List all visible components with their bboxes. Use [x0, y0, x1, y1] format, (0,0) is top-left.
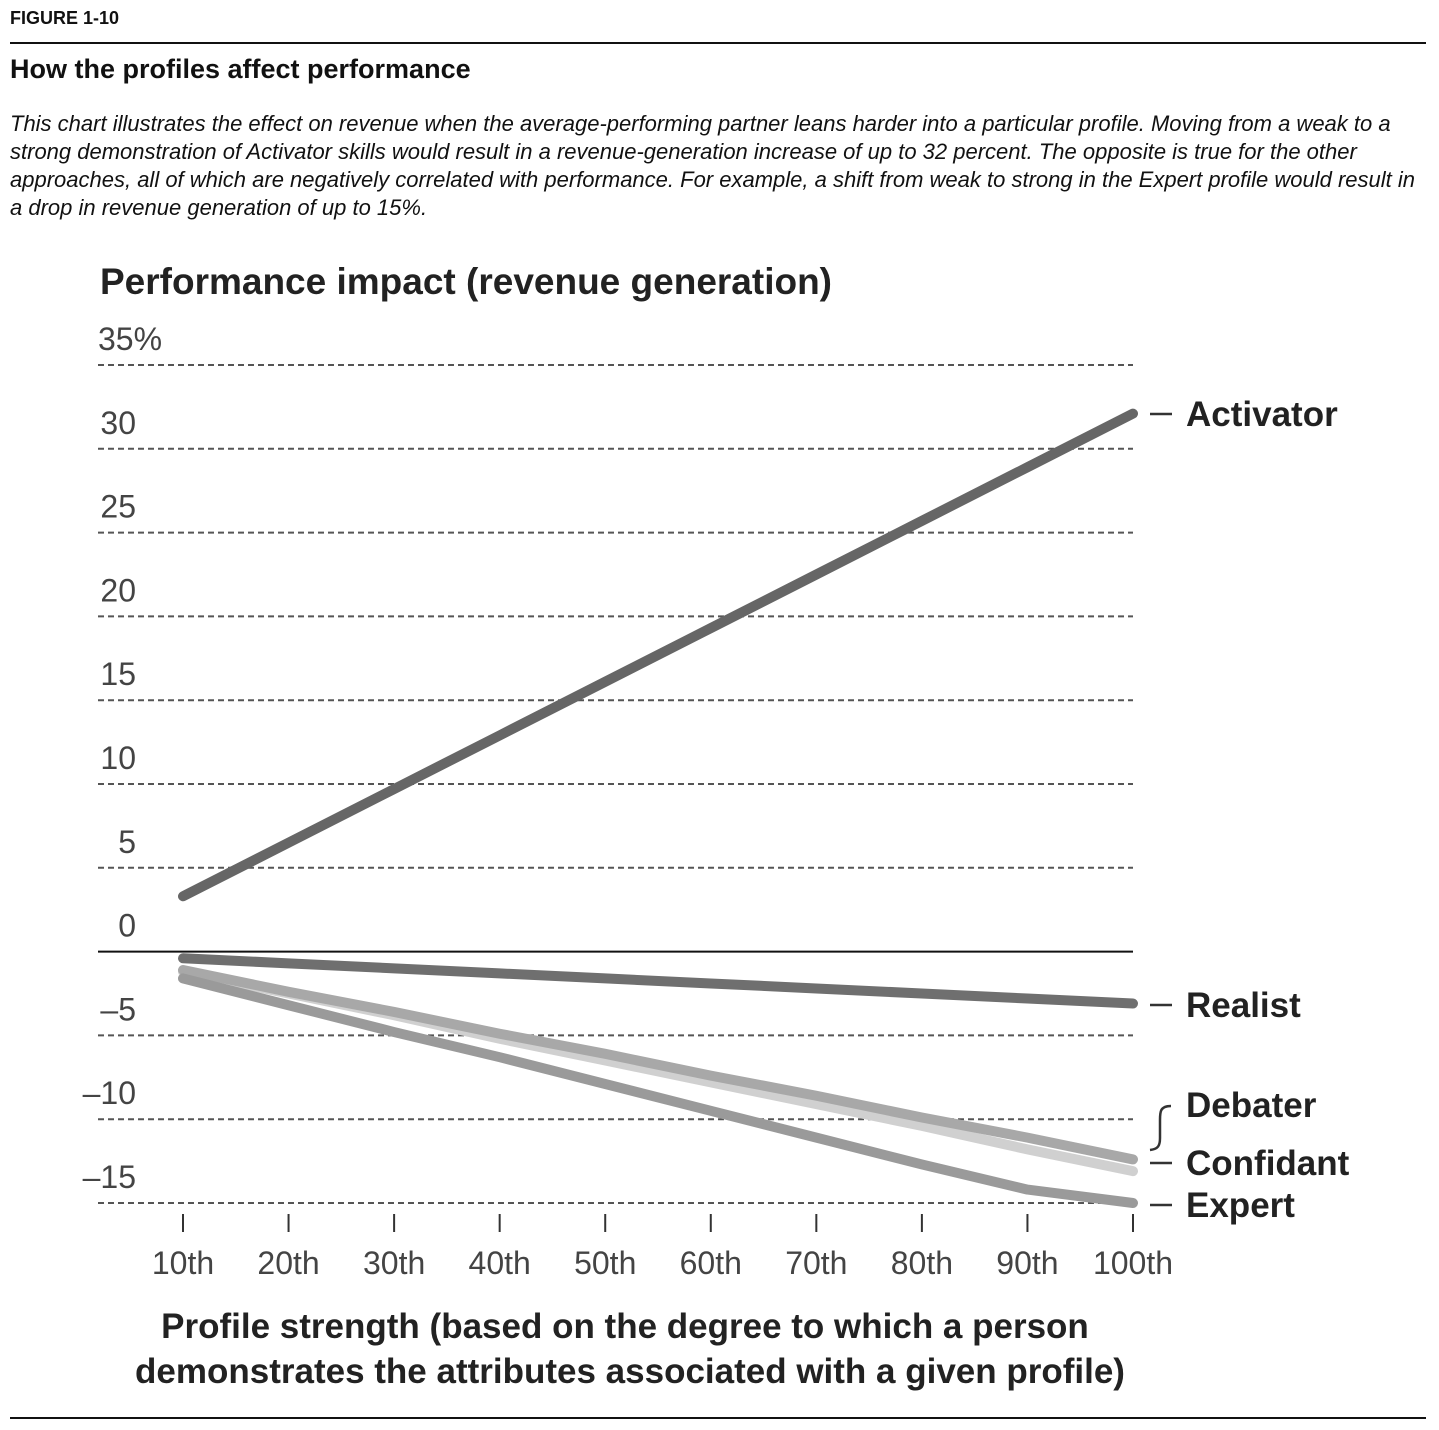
x-tick-label: 60th: [680, 1245, 742, 1281]
figure-title: How the profiles affect performance: [10, 54, 471, 84]
x-tick-label: 40th: [469, 1245, 531, 1281]
y-tick-label: 10: [100, 740, 136, 776]
x-tick-label: 100th: [1093, 1245, 1173, 1281]
x-tick-label: 70th: [785, 1245, 847, 1281]
series-label-expert: Expert: [1186, 1186, 1295, 1225]
y-tick-label: 15: [100, 656, 136, 692]
y-tick-label: 5: [118, 824, 136, 860]
series-line-realist: [178, 953, 1138, 1009]
figure-label: FIGURE 1-10: [10, 8, 120, 28]
series-label-confidant: Confidant: [1186, 1144, 1350, 1183]
x-tick-label: 80th: [891, 1245, 953, 1281]
series-label-debater: Debater: [1186, 1086, 1317, 1125]
x-tick-label: 50th: [574, 1245, 636, 1281]
y-tick-labels: 35% 30 25 20 15 10 5 0 –5 –10 –15: [83, 321, 162, 1195]
leader-bracket-debater: [1149, 1104, 1172, 1152]
grid-lines: [98, 364, 1133, 1204]
series-lines: [178, 408, 1138, 1208]
series-line-expert: [178, 973, 1138, 1208]
y-tick-label: 30: [100, 405, 136, 441]
x-tick-label: 10th: [152, 1245, 214, 1281]
bottom-rule: [10, 1417, 1426, 1419]
x-axis-label-line-1: Profile strength (based on the degree to…: [161, 1307, 1089, 1346]
series-label-realist: Realist: [1186, 986, 1301, 1025]
top-rule: [10, 42, 1426, 44]
x-tick-label: 20th: [257, 1245, 319, 1281]
y-tick-label: 20: [100, 572, 136, 608]
series-line-activator: [178, 408, 1138, 902]
x-tick-label: 30th: [363, 1245, 425, 1281]
x-axis-label-line-2: demonstrates the attributes associated w…: [135, 1352, 1125, 1391]
x-ticks: 10th 20th 30th 40th 50th 60th 70th 80th 90th 100t…: [152, 1214, 1173, 1281]
series-line-debater: [178, 965, 1138, 1165]
chart-title: Performance impact (revenue generation): [100, 261, 832, 302]
figure-caption: This chart illustrates the effect on rev…: [10, 111, 1416, 220]
y-tick-label: –15: [83, 1159, 136, 1195]
y-tick-label: –10: [83, 1075, 136, 1111]
x-tick-label: 90th: [996, 1245, 1058, 1281]
y-tick-label: 0: [118, 908, 136, 944]
y-tick-label: 35%: [98, 321, 162, 357]
y-tick-label: –5: [100, 991, 136, 1027]
y-tick-label: 25: [100, 489, 136, 525]
series-label-activator: Activator: [1186, 395, 1338, 434]
